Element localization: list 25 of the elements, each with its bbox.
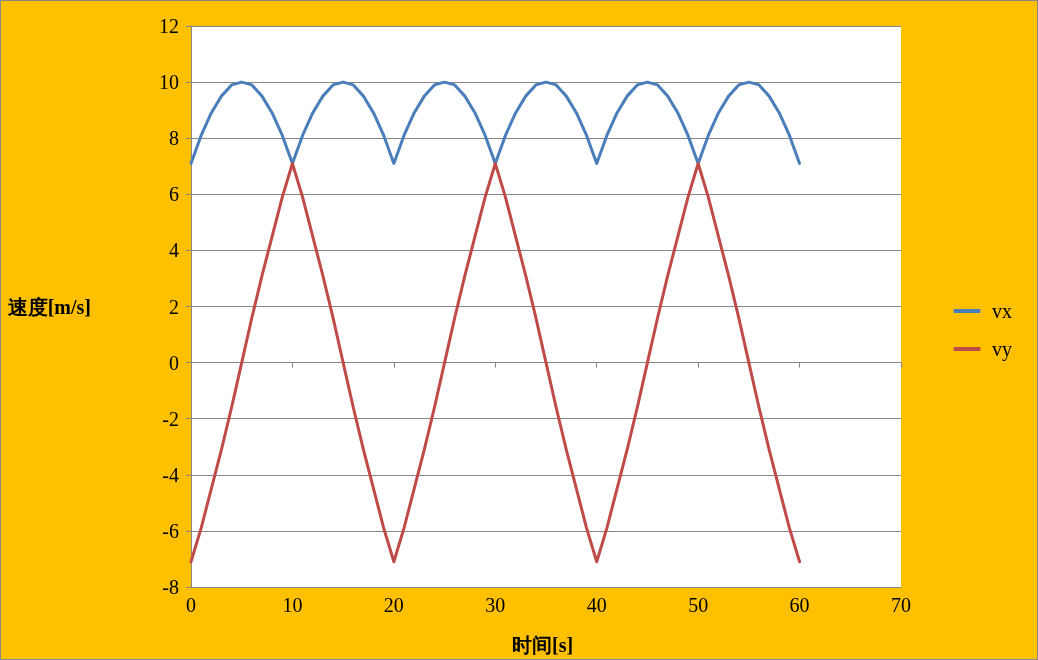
x-tick-label: 10 xyxy=(282,594,303,616)
y-tick-label: 4 xyxy=(169,239,179,262)
y-tick-label: -8 xyxy=(162,576,179,598)
y-tick-label: -6 xyxy=(162,519,179,542)
x-tick-label: 70 xyxy=(891,594,911,616)
x-tick-label: 50 xyxy=(688,594,709,616)
y-tick-label: -4 xyxy=(162,463,179,486)
x-tick-label: 20 xyxy=(383,594,404,616)
line-series xyxy=(189,161,802,564)
line-series xyxy=(189,80,802,165)
y-tick-label: 0 xyxy=(169,351,179,374)
x-tick-label: 0 xyxy=(186,594,196,616)
x-tick-label: 30 xyxy=(485,594,506,616)
legend-label: vy xyxy=(992,338,1012,361)
x-tick-label: 60 xyxy=(789,594,810,616)
y-tick-label: -2 xyxy=(162,407,179,430)
y-tick-label: 6 xyxy=(169,183,179,206)
y-axis-title: 速度[m/s] xyxy=(7,295,91,318)
x-tick-label: 40 xyxy=(586,594,607,616)
x-axis-title: 时间[s] xyxy=(512,634,574,656)
y-tick-label: 8 xyxy=(169,127,179,150)
legend-label: vx xyxy=(992,300,1012,322)
y-tick-label: 12 xyxy=(159,15,179,37)
y-tick-label: 10 xyxy=(159,71,179,94)
y-tick-label: 2 xyxy=(169,295,179,318)
